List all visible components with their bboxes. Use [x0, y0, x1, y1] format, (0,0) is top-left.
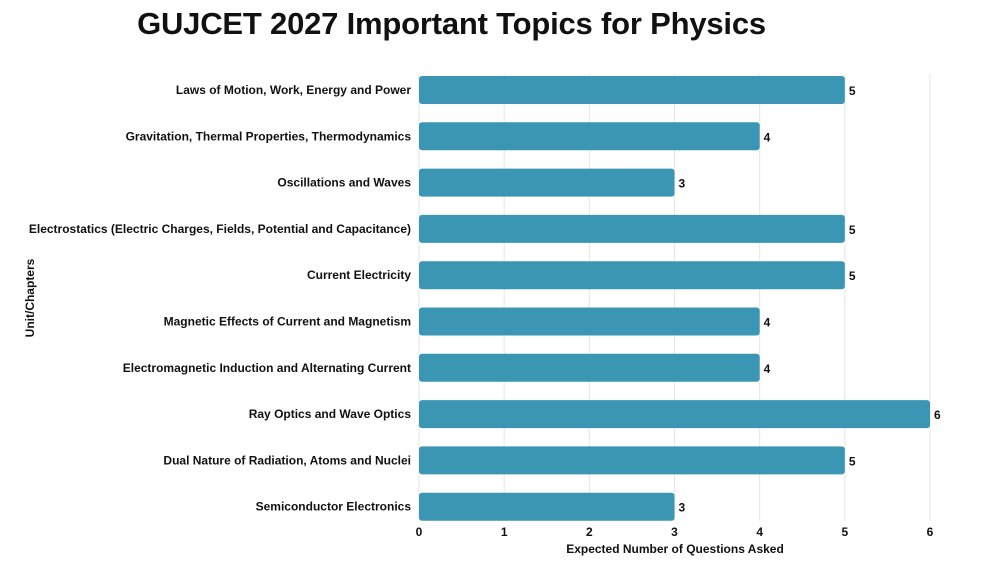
bar	[419, 261, 845, 290]
category-label: Current Electricity	[307, 268, 411, 282]
bar	[419, 446, 845, 475]
bars	[419, 76, 930, 521]
x-axis-ticks: 0 1 2 3 4 5 6	[416, 525, 934, 539]
bar	[419, 214, 845, 243]
category-label: Semiconductor Electronics	[256, 500, 412, 514]
x-tick-label: 2	[586, 525, 593, 539]
bar	[419, 400, 930, 429]
x-tick-label: 0	[416, 525, 423, 539]
value-label: 5	[849, 454, 856, 468]
category-label: Electrostatics (Electric Charges, Fields…	[29, 222, 411, 236]
value-label: 4	[764, 130, 771, 144]
category-label: Gravitation, Thermal Properties, Thermod…	[126, 129, 412, 143]
bar	[419, 492, 675, 521]
chart-title: GUJCET 2027 Important Topics for Physics	[137, 6, 766, 41]
category-label: Magnetic Effects of Current and Magnetis…	[164, 315, 411, 329]
x-tick-label: 4	[756, 525, 763, 539]
value-label: 5	[849, 269, 856, 283]
category-label: Laws of Motion, Work, Energy and Power	[176, 83, 411, 97]
category-label: Ray Optics and Wave Optics	[249, 407, 412, 421]
value-label: 3	[679, 177, 686, 191]
category-label: Electromagnetic Induction and Alternatin…	[123, 361, 411, 375]
bar	[419, 168, 675, 197]
bar	[419, 353, 760, 382]
category-labels: Laws of Motion, Work, Energy and Power Gr…	[29, 83, 411, 514]
y-axis-title: Unit/Chapters	[23, 258, 37, 337]
category-label: Oscillations and Waves	[277, 176, 411, 190]
bar	[419, 76, 845, 104]
value-label: 4	[764, 362, 771, 376]
value-labels: 5 4 3 5 5 4 4 6 5 3	[679, 84, 942, 515]
value-label: 4	[764, 316, 771, 330]
value-label: 3	[679, 501, 686, 515]
value-label: 5	[849, 84, 856, 98]
x-axis-title: Expected Number of Questions Asked	[566, 542, 784, 556]
value-label: 6	[934, 408, 941, 422]
value-label: 5	[849, 223, 856, 237]
x-tick-label: 6	[927, 525, 934, 539]
x-tick-label: 1	[501, 525, 508, 539]
x-tick-label: 3	[671, 525, 678, 539]
category-label: Dual Nature of Radiation, Atoms and Nucl…	[163, 453, 411, 467]
bar	[419, 307, 760, 336]
x-tick-label: 5	[841, 525, 848, 539]
bar	[419, 122, 760, 151]
